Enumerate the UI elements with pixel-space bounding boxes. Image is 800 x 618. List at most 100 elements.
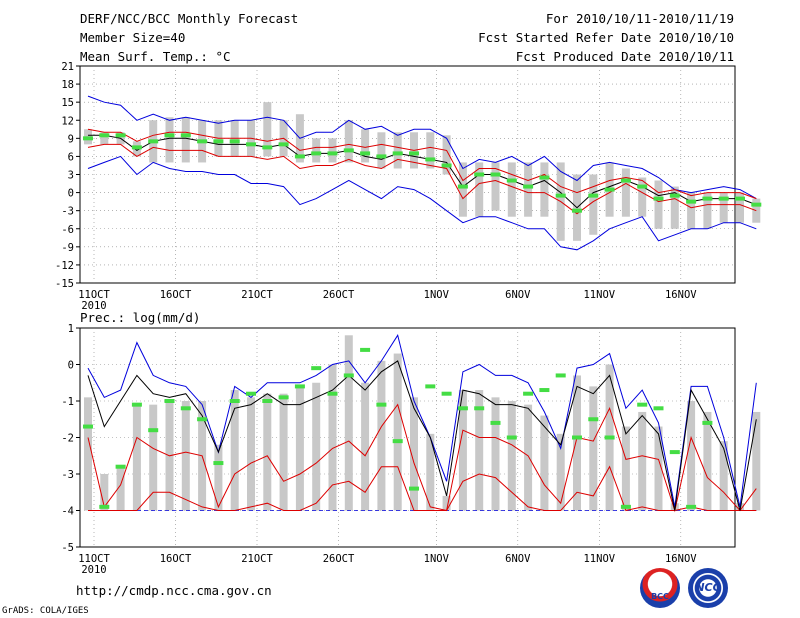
median-marker [197,417,208,422]
median-marker [702,420,713,425]
median-marker [555,373,566,378]
median-marker [83,424,93,429]
x-tick-label: 1NOV [424,289,450,301]
upper-percentile-line [87,128,757,200]
median-marker [327,391,338,396]
median-marker [327,151,338,156]
median-marker [213,139,224,144]
median-marker [441,163,452,168]
spread-box [377,132,386,169]
y-tick-label: -15 [55,278,74,290]
spread-box [475,390,484,511]
median-marker [506,435,517,440]
median-marker [588,417,599,422]
spread-box [393,353,402,511]
median-marker [213,461,224,466]
median-marker [457,184,468,189]
x-tick-label: 21OCT [241,289,273,301]
spread-box [410,397,418,511]
median-marker [83,136,93,141]
y-tick-label: 1 [68,323,74,335]
spread-box [295,386,304,511]
median-marker [506,178,517,183]
x-tick-label: 11NOV [583,553,615,565]
spread-box [116,466,125,511]
median-marker [246,142,256,147]
median-marker [409,151,419,156]
spread-box [426,433,435,511]
median-marker [441,391,452,396]
median-marker [425,384,436,389]
x-tick-sublabel: 2010 [81,300,106,312]
min-line [87,155,757,251]
median-marker [409,486,419,491]
spread-box [491,397,500,511]
spread-box [181,401,190,511]
median-marker [686,199,697,204]
median-marker [653,196,664,201]
median-marker [474,172,485,177]
spread-box [540,415,549,511]
ncc-logo-text: NCC [695,581,721,594]
spread-box [361,382,370,511]
y-tick-label: 21 [61,61,74,73]
median-marker [164,399,175,403]
x-tick-label: 26OCT [323,553,355,565]
y-tick-label: 3 [68,170,74,182]
median-marker [637,402,648,407]
spread-box [263,393,272,511]
median-marker [425,157,436,162]
spread-box [181,117,190,163]
y-tick-label: -5 [61,542,74,554]
x-tick-label: 21OCT [241,553,273,565]
spread-box [165,117,174,163]
median-marker [262,145,273,150]
spread-box [84,397,92,511]
max-line [87,334,757,508]
y-tick-label: -6 [61,224,74,236]
spread-box [132,404,141,511]
median-marker [474,406,485,411]
chart-title: DERF/NCC/BCC Monthly Forecast [80,11,299,26]
median-marker [539,388,550,393]
y-tick-label: -1 [61,396,74,408]
spread-box [442,135,451,175]
member-size: Member Size=40 [80,30,186,45]
y-tick-label: -12 [55,260,74,272]
y-tick-label: 9 [68,133,74,145]
x-tick-label: 6NOV [505,553,531,565]
median-marker [392,439,403,444]
median-marker [148,139,159,144]
forecast-produced: Fcst Produced Date 2010/10/11 [515,49,734,64]
median-marker [311,151,322,156]
median-marker [686,504,697,509]
y-tick-label: 18 [61,79,74,91]
y-tick-label: -4 [61,506,74,518]
spread-box [573,375,581,511]
median-marker [278,142,289,147]
median-marker [229,399,240,403]
x-tick-label: 1NOV [424,553,450,565]
source-url[interactable]: http://cmdp.ncc.cma.gov.cn [76,583,272,598]
lower-percentile-line [87,143,757,215]
median-marker [115,133,126,138]
median-marker [523,184,534,189]
spread-box [736,192,744,223]
median-marker [376,154,387,159]
median-marker [620,178,631,183]
spread-box [328,364,337,511]
spread-box [393,132,402,169]
median-marker [180,406,191,411]
spread-box [491,162,500,211]
median-marker [197,139,208,144]
spread-box [752,411,761,511]
median-marker [572,208,582,213]
forecast-started: Fcst Started Refer Date 2010/10/10 [478,30,734,45]
spread-box [703,192,712,229]
spread-box [149,404,158,511]
median-marker [669,193,680,198]
median-marker [604,187,615,192]
spread-box [361,129,370,163]
